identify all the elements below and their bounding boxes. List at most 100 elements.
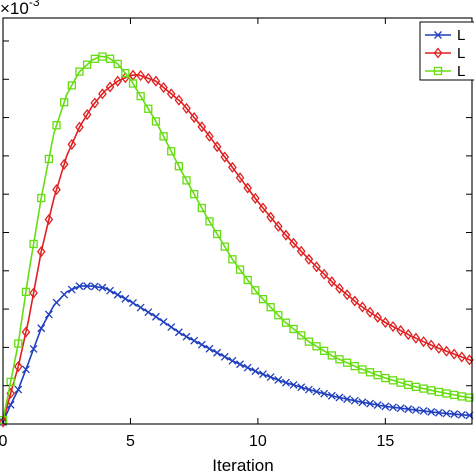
series-3-marker	[113, 59, 122, 69]
series-3-marker	[220, 242, 229, 251]
series-1-marker	[14, 385, 23, 394]
series-2-marker	[411, 332, 421, 344]
series-2-marker	[258, 202, 268, 214]
legend-marker-1	[434, 31, 442, 39]
series-2-marker	[442, 345, 451, 357]
series-2-marker	[136, 70, 145, 82]
series-2-marker	[251, 192, 260, 204]
series-3-marker	[205, 217, 214, 226]
legend-marker-2	[433, 47, 443, 59]
series-1-marker	[159, 317, 168, 326]
series-2-marker	[396, 324, 405, 337]
series-1-marker	[457, 410, 466, 419]
series-1-marker	[373, 401, 382, 409]
series-2-marker	[82, 108, 92, 121]
series-3-marker	[190, 190, 199, 199]
series-2-marker	[304, 253, 314, 265]
series-3-marker	[182, 176, 191, 185]
legend-marker-3	[433, 66, 443, 76]
series-1-marker	[358, 398, 367, 407]
series-1-marker	[343, 395, 352, 404]
series-1-marker	[389, 403, 397, 412]
series-3-marker	[136, 91, 145, 101]
series-3-marker	[465, 393, 474, 402]
series-2-marker	[228, 161, 237, 173]
series-1-marker	[98, 283, 107, 292]
series-3-marker	[212, 229, 222, 239]
series-1-marker	[335, 393, 344, 402]
series-2-marker	[52, 184, 61, 196]
series-2-marker	[13, 360, 23, 373]
series-2-marker	[90, 97, 100, 109]
series-1-marker	[281, 378, 290, 387]
series-3-marker	[144, 104, 153, 113]
series-2-marker	[174, 94, 184, 106]
series-3-marker	[251, 286, 260, 295]
series-1-marker	[174, 328, 183, 337]
series-1-marker	[228, 356, 237, 365]
x-tick-label: 10	[249, 433, 267, 450]
series-3-marker	[228, 255, 237, 264]
series-2-marker	[273, 220, 283, 232]
series-1-marker	[151, 312, 160, 321]
series-2-marker	[365, 306, 375, 318]
legend-label-1: L	[457, 27, 465, 44]
series-1-marker	[44, 310, 53, 319]
series-1-marker	[366, 399, 375, 408]
series-2-marker	[289, 237, 298, 249]
series-3-marker	[320, 346, 329, 355]
series-3-marker	[197, 203, 206, 213]
series-2-marker	[98, 88, 107, 100]
series-1	[0, 282, 474, 427]
series-1-marker	[297, 383, 306, 392]
series-2-marker	[449, 348, 459, 360]
series-1-marker	[75, 282, 84, 291]
series-2-marker	[59, 158, 69, 170]
series-2-marker	[75, 121, 84, 133]
series-1-marker	[266, 373, 275, 382]
series-3-marker	[167, 147, 176, 156]
series-3-marker	[21, 287, 31, 297]
series-3-marker	[121, 69, 130, 78]
series-1-marker	[213, 348, 222, 357]
x-tick-label: 15	[376, 433, 394, 450]
series-3-marker	[243, 275, 252, 285]
series-3-marker	[281, 318, 291, 327]
series-2-marker	[220, 151, 230, 163]
series-1-marker	[243, 363, 252, 372]
legend-label-3: L	[457, 63, 465, 80]
series-1-marker	[404, 405, 413, 414]
series-1-marker	[29, 344, 38, 353]
series-3-marker	[75, 67, 84, 76]
series-1-marker	[320, 389, 329, 398]
series-3-marker	[52, 121, 61, 130]
series-layer	[0, 52, 474, 428]
series-3-marker	[258, 294, 268, 304]
series-1-marker	[442, 409, 451, 418]
series-3-marker	[29, 239, 38, 249]
series-1-marker	[129, 299, 137, 307]
series-2-marker	[67, 138, 77, 150]
series-1-marker	[427, 407, 436, 416]
series-2-marker	[388, 320, 398, 333]
series-2-marker	[182, 102, 191, 114]
series-2-marker	[36, 246, 46, 258]
series-3-marker	[274, 311, 283, 320]
series-1-marker	[37, 324, 46, 333]
series-2-marker	[29, 287, 38, 299]
series-2-marker	[21, 326, 31, 338]
series-3-marker	[128, 79, 138, 88]
series-1-marker	[21, 365, 30, 374]
series-1-marker	[182, 332, 191, 341]
series-2-marker	[381, 316, 390, 329]
series-3-marker	[151, 117, 161, 126]
series-3-marker	[304, 337, 314, 346]
series-2-marker	[373, 311, 383, 323]
series-2-marker	[105, 81, 115, 93]
series-3-marker	[235, 265, 245, 274]
series-1-marker	[197, 340, 206, 349]
series-2-marker	[205, 130, 214, 142]
series-1-marker	[327, 391, 336, 400]
